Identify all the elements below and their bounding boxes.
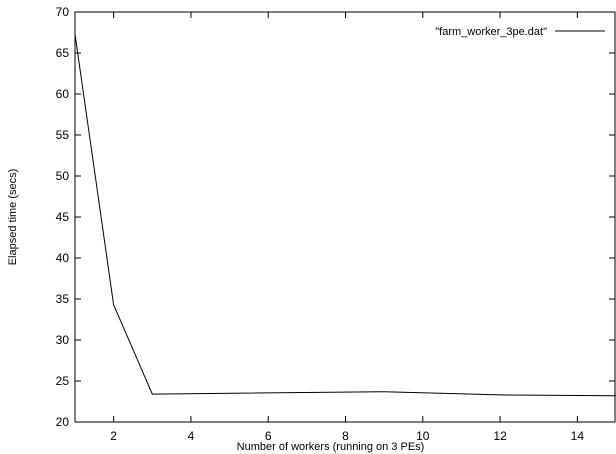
x-tick-label: 8 (342, 429, 349, 443)
axis-ticks (75, 11, 615, 423)
y-tick-label: 40 (56, 251, 70, 265)
y-tick-label: 60 (56, 87, 70, 101)
y-tick-label: 50 (56, 169, 70, 183)
x-tick-label: 6 (265, 429, 272, 443)
x-tick-label: 10 (416, 429, 430, 443)
y-tick-label: 70 (56, 5, 70, 19)
series-layer (74, 34, 616, 397)
x-axis-label: Number of workers (running on 3 PEs) (237, 441, 425, 453)
axis-tick-labels: 20 25 30 35 40 45 50 55 60 65 70 2 4 6 8 10 12 14 (56, 5, 585, 443)
y-tick-label: 25 (56, 374, 70, 388)
legend-label: "farm_worker_3pe.dat" (435, 26, 547, 38)
series-line (74, 34, 616, 397)
y-tick-label: 35 (56, 292, 70, 306)
x-tick-label: 14 (571, 429, 585, 443)
y-tick-label: 45 (56, 210, 70, 224)
x-tick-label: 2 (110, 429, 117, 443)
y-tick-label: 20 (56, 415, 70, 429)
y-tick-label: 55 (56, 128, 70, 142)
y-axis-label: Elapsed time (secs) (7, 169, 19, 266)
y-tick-label: 30 (56, 333, 70, 347)
x-tick-label: 4 (188, 429, 195, 443)
plot-frame (74, 11, 616, 423)
legend: "farm_worker_3pe.dat" (435, 26, 605, 38)
y-tick-label: 65 (56, 46, 70, 60)
x-tick-label: 12 (493, 429, 507, 443)
